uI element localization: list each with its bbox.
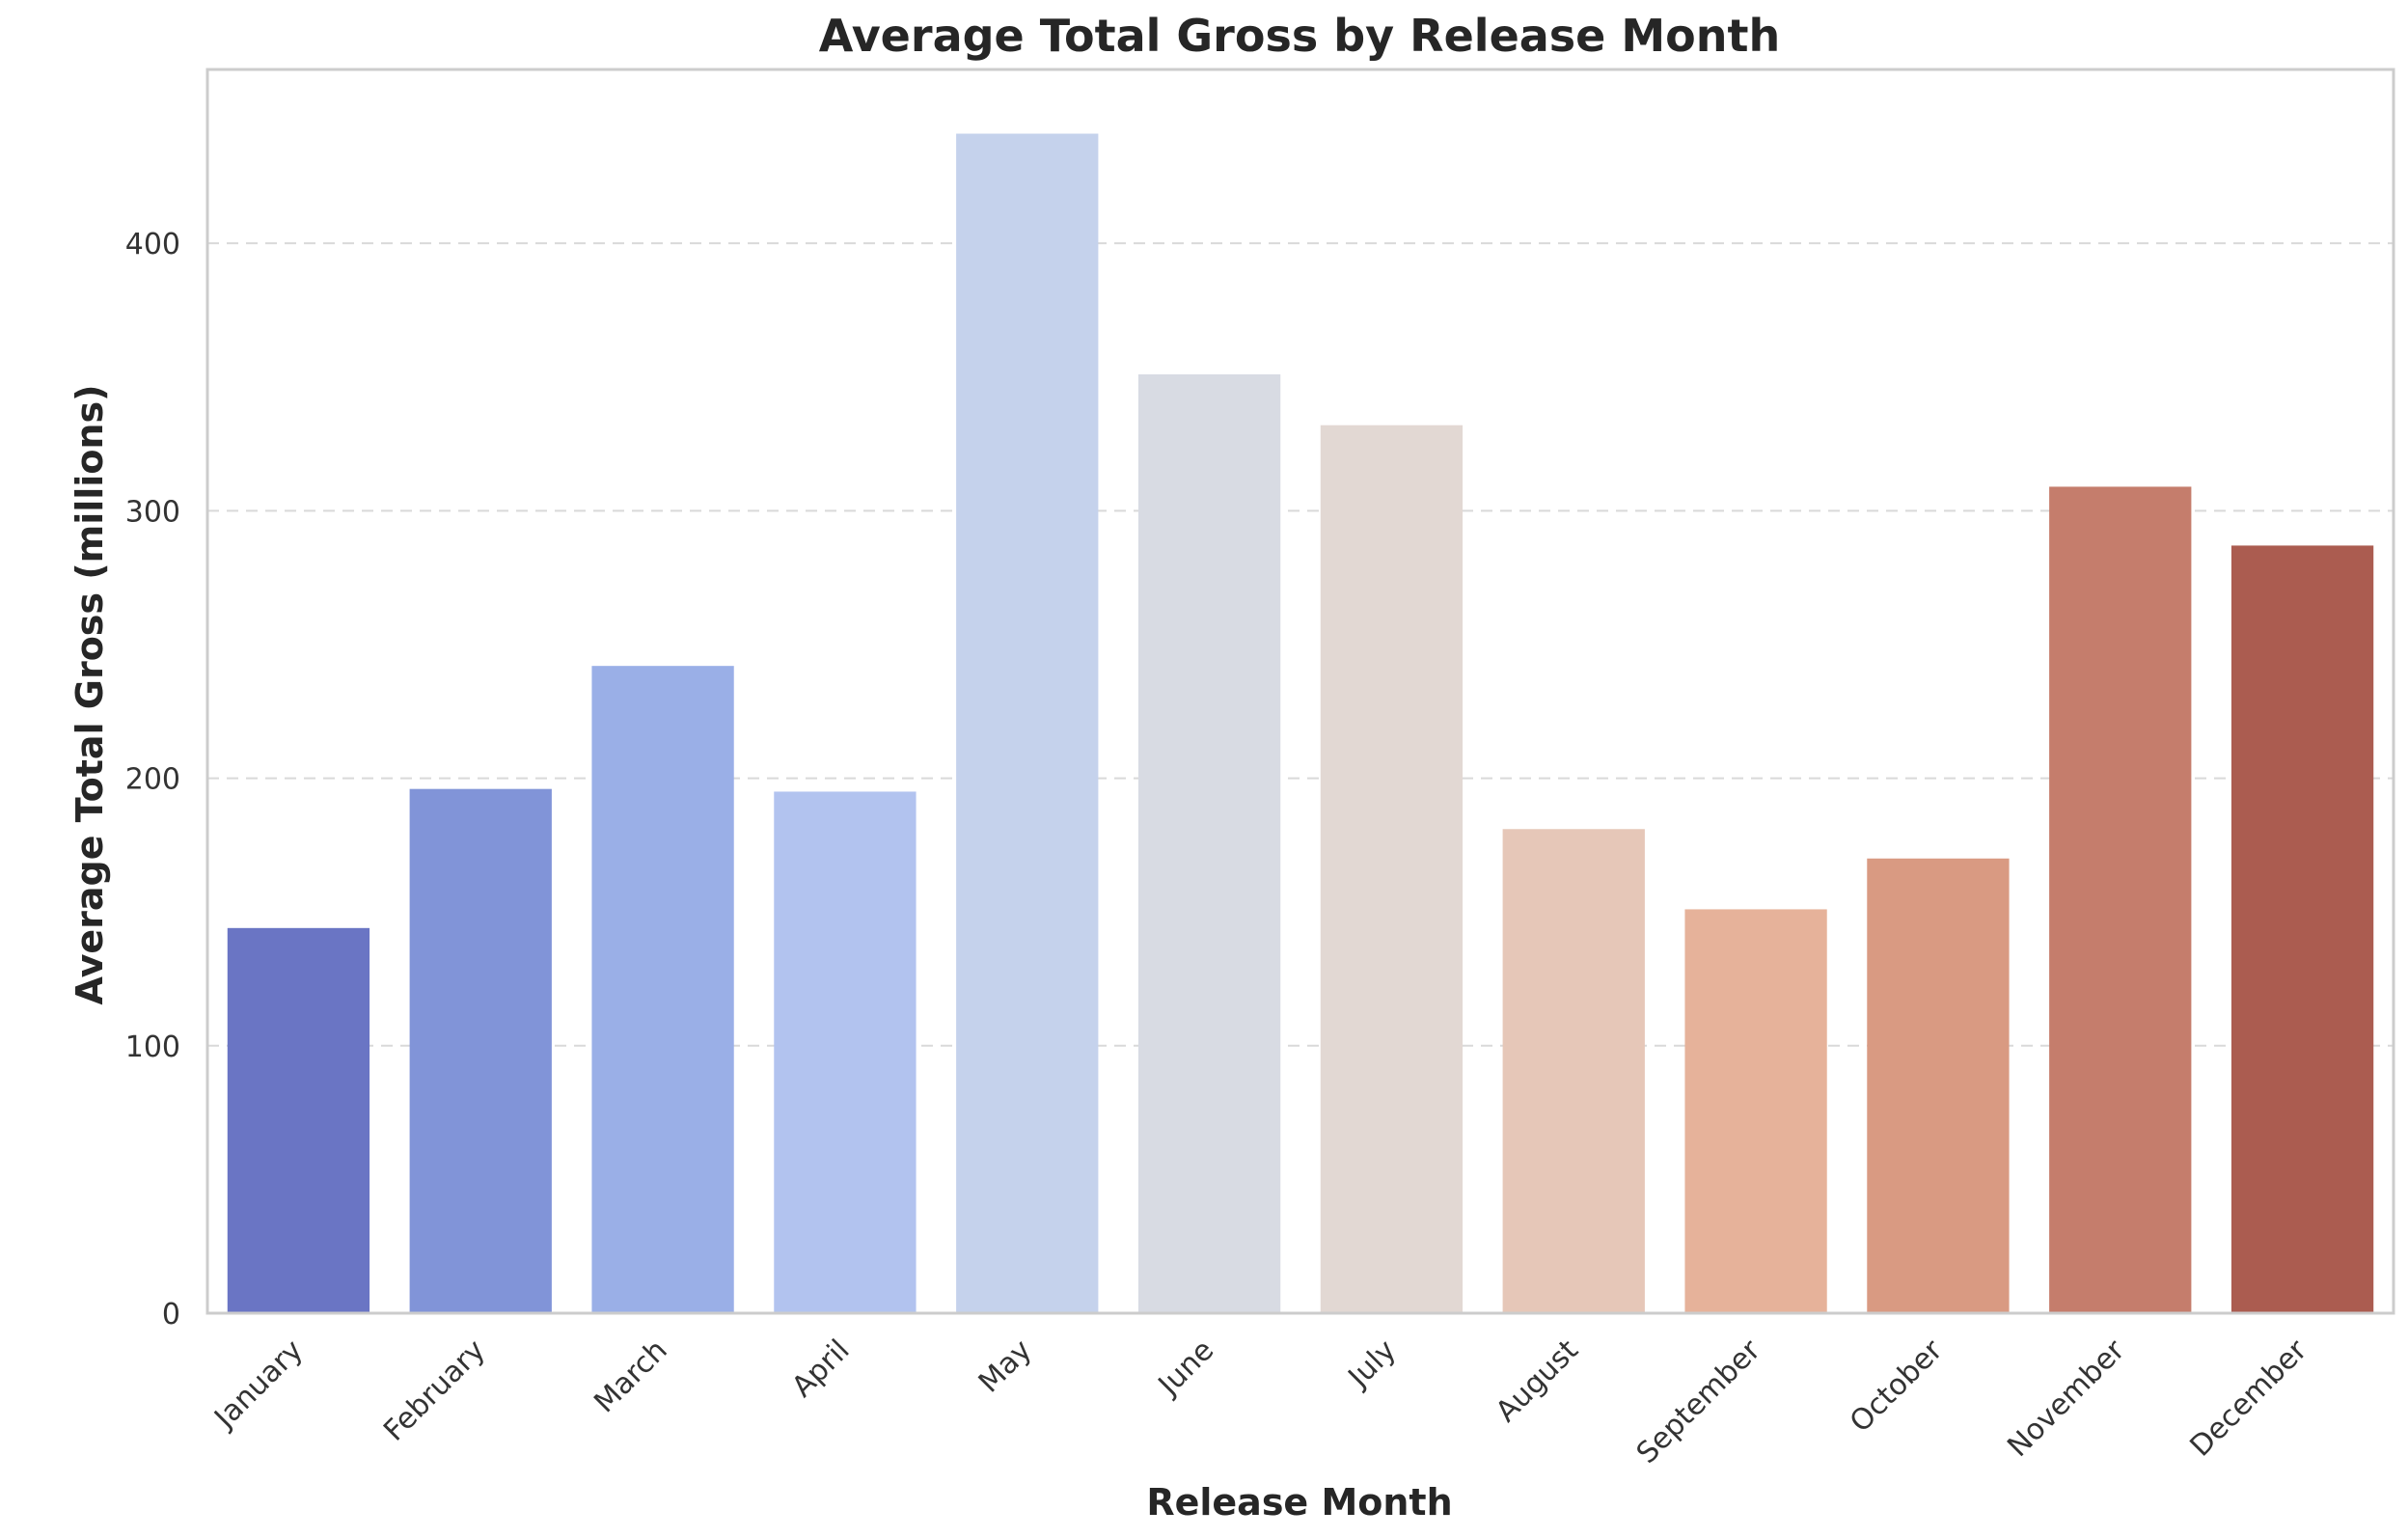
y-tick-label: 0: [162, 1298, 180, 1332]
x-tick-label-december: December: [2183, 1332, 2313, 1463]
x-tick-label-october: October: [1844, 1332, 1950, 1439]
x-tick-label-november: November: [2001, 1332, 2132, 1464]
y-tick-label: 300: [125, 495, 180, 529]
bar-april: [774, 791, 917, 1313]
x-tick-label-september: September: [1630, 1332, 1767, 1469]
grid-lines: [207, 242, 2394, 1047]
bar-october: [1867, 858, 2010, 1313]
x-axis-label: Release Month: [1146, 1481, 1452, 1524]
bar-november: [2049, 486, 2192, 1313]
bar-july: [1320, 425, 1464, 1313]
x-tick-label-june: June: [1151, 1333, 1220, 1403]
x-tick-label-february: February: [377, 1333, 492, 1448]
x-tick-label-august: August: [1490, 1333, 1585, 1429]
bar-january: [227, 927, 370, 1313]
x-tick-label-may: May: [972, 1333, 1039, 1400]
x-tick-label-march: March: [588, 1333, 673, 1419]
bar-february: [409, 788, 552, 1313]
x-tick-label-july: July: [1341, 1333, 1403, 1395]
chart-title: Average Total Gross by Release Month: [819, 10, 1781, 62]
bar-august: [1502, 829, 1645, 1313]
plot-area-frame: [205, 68, 2395, 1315]
y-tick-label: 400: [125, 228, 180, 261]
y-tick-label: 100: [125, 1030, 180, 1064]
y-axis-label: Average Total Gross (millions): [68, 385, 111, 1005]
bars: [227, 133, 2374, 1313]
x-axis-ticks: January February March April May June July Augu…: [206, 1332, 2313, 1469]
bar-september: [1684, 909, 1827, 1313]
bar-june: [1137, 374, 1281, 1313]
bar-march: [591, 666, 734, 1313]
x-tick-label-april: April: [785, 1333, 856, 1404]
bar-may: [956, 133, 1099, 1313]
y-tick-label: 200: [125, 763, 180, 797]
x-tick-label-january: January: [206, 1333, 310, 1437]
y-axis-ticks: 0 100 200 300 400: [125, 228, 180, 1332]
bar-december: [2230, 545, 2374, 1313]
